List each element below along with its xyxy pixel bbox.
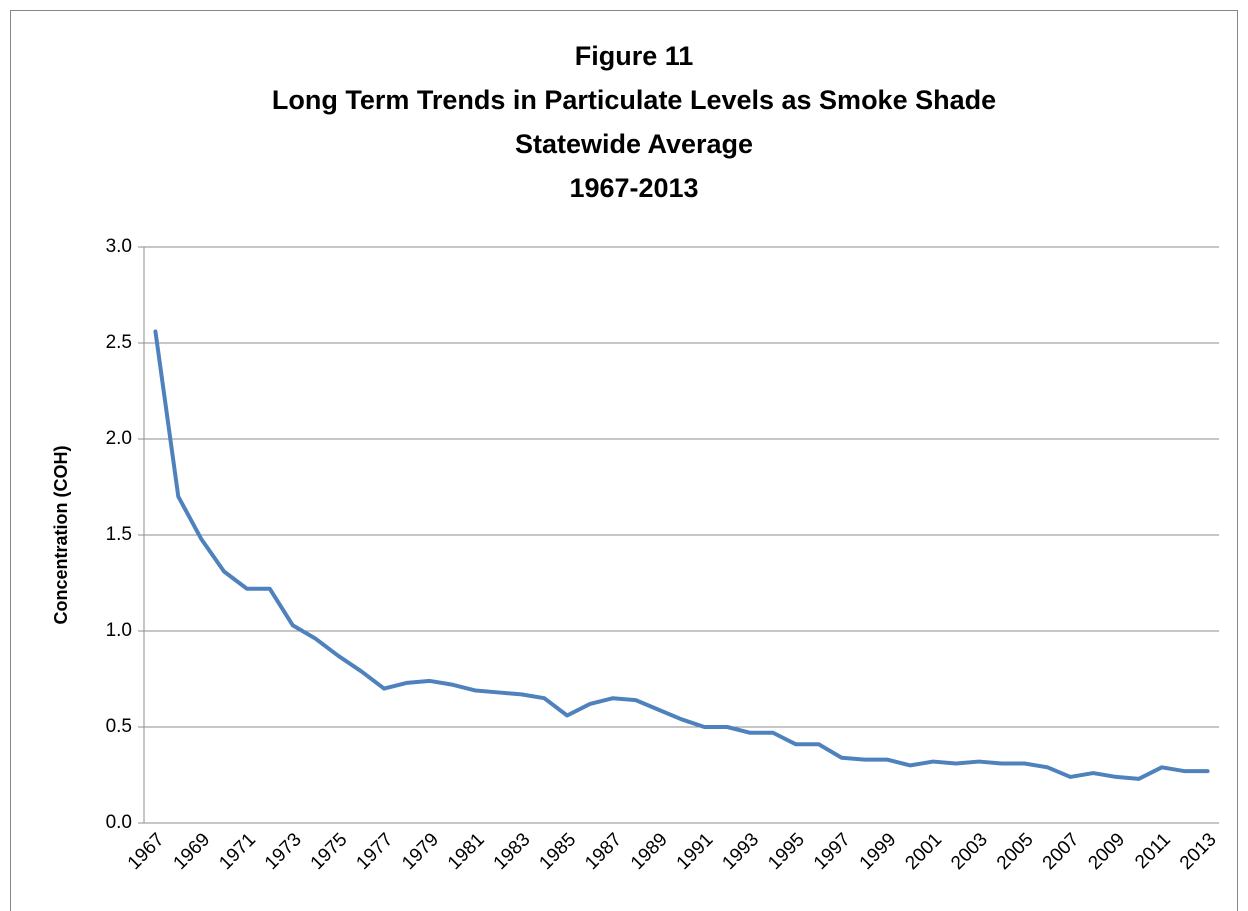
y-tick-label: 2.0: [106, 428, 132, 449]
y-axis-label: Concentration (COH): [51, 446, 71, 625]
chart-title: Statewide Average: [515, 129, 753, 159]
chart-title: Figure 11: [575, 41, 694, 71]
y-tick-label: 1.5: [106, 524, 132, 545]
y-tick-label: 0.0: [106, 812, 132, 833]
y-tick-label: 0.5: [106, 716, 132, 737]
y-tick-label: 1.0: [106, 620, 132, 641]
data-line: [153, 329, 1210, 781]
chart-title: 1967-2013: [569, 173, 698, 203]
chart-title: Long Term Trends in Particulate Levels a…: [272, 85, 996, 115]
y-tick-label: 2.5: [106, 332, 132, 353]
chart-border: [10, 10, 1238, 911]
y-tick-label: 3.0: [106, 236, 132, 257]
